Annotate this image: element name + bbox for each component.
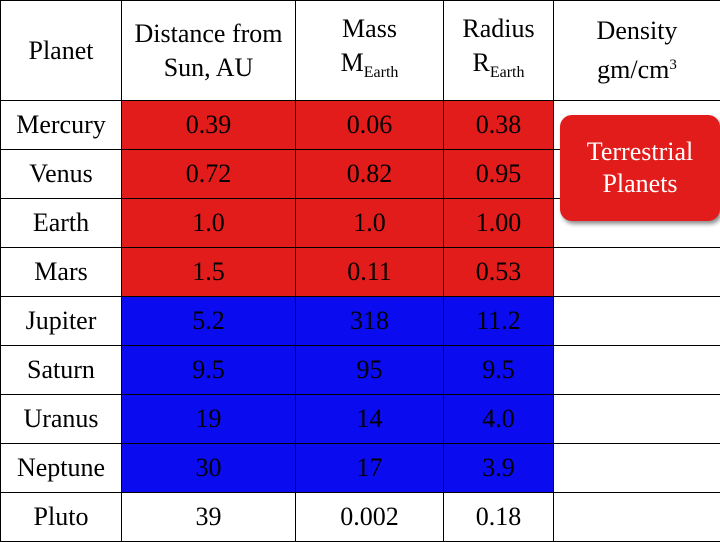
header-distance: Distance from Sun, AU: [122, 1, 296, 101]
distance-cell: 30: [122, 444, 296, 493]
radius-cell: 1.00: [444, 199, 554, 248]
planet-name-cell: Neptune: [1, 444, 122, 493]
distance-cell: 19: [122, 395, 296, 444]
header-radius-symbol: R: [473, 48, 490, 77]
header-row: Planet Distance from Sun, AU Mass MEarth…: [1, 1, 720, 101]
header-planet-label: Planet: [1, 34, 121, 68]
header-mass-symbol: M: [341, 48, 364, 77]
mass-cell: 0.002: [296, 493, 444, 542]
header-mass-subscript: Earth: [364, 64, 399, 81]
radius-cell: 11.2: [444, 297, 554, 346]
distance-cell: 39: [122, 493, 296, 542]
radius-cell: 0.38: [444, 101, 554, 150]
header-mass: Mass MEarth: [296, 1, 444, 101]
distance-cell: 1.0: [122, 199, 296, 248]
callout-line1: Terrestrial: [587, 136, 693, 168]
planet-name-cell: Mars: [1, 248, 122, 297]
header-density-line1: Density: [554, 14, 720, 48]
header-density-exponent: 3: [669, 57, 677, 73]
density-cell: [554, 346, 720, 395]
radius-cell: 0.53: [444, 248, 554, 297]
planet-name-cell: Mercury: [1, 101, 122, 150]
density-cell: [554, 297, 720, 346]
mass-cell: 14: [296, 395, 444, 444]
distance-cell: 9.5: [122, 346, 296, 395]
header-radius-line1: Radius: [444, 12, 553, 46]
header-radius-subscript: Earth: [490, 64, 525, 81]
distance-cell: 0.39: [122, 101, 296, 150]
header-planet: Planet: [1, 1, 122, 101]
mass-cell: 0.11: [296, 248, 444, 297]
terrestrial-planets-callout: Terrestrial Planets: [560, 115, 720, 221]
header-mass-unit: MEarth: [296, 46, 443, 90]
header-density: Density gm/cm3: [554, 1, 720, 101]
density-cell: [554, 444, 720, 493]
header-density-unit-text: gm/cm: [597, 55, 669, 84]
header-mass-line1: Mass: [296, 12, 443, 46]
mass-cell: 0.06: [296, 101, 444, 150]
density-cell: [554, 248, 720, 297]
header-radius-unit: REarth: [444, 46, 553, 90]
radius-cell: 0.95: [444, 150, 554, 199]
distance-cell: 1.5: [122, 248, 296, 297]
header-density-unit: gm/cm3: [554, 48, 720, 87]
radius-cell: 0.18: [444, 493, 554, 542]
callout-line2: Planets: [602, 168, 677, 200]
mass-cell: 17: [296, 444, 444, 493]
density-cell: [554, 493, 720, 542]
radius-cell: 4.0: [444, 395, 554, 444]
radius-cell: 3.9: [444, 444, 554, 493]
planet-name-cell: Saturn: [1, 346, 122, 395]
distance-cell: 5.2: [122, 297, 296, 346]
radius-cell: 9.5: [444, 346, 554, 395]
planet-name-cell: Venus: [1, 150, 122, 199]
mass-cell: 0.82: [296, 150, 444, 199]
planet-name-cell: Pluto: [1, 493, 122, 542]
planet-name-cell: Earth: [1, 199, 122, 248]
mass-cell: 95: [296, 346, 444, 395]
header-radius: Radius REarth: [444, 1, 554, 101]
density-cell: [554, 395, 720, 444]
header-distance-line2: Sun, AU: [122, 51, 295, 85]
header-distance-line1: Distance from: [122, 17, 295, 51]
distance-cell: 0.72: [122, 150, 296, 199]
mass-cell: 1.0: [296, 199, 444, 248]
planet-name-cell: Uranus: [1, 395, 122, 444]
planet-name-cell: Jupiter: [1, 297, 122, 346]
mass-cell: 318: [296, 297, 444, 346]
